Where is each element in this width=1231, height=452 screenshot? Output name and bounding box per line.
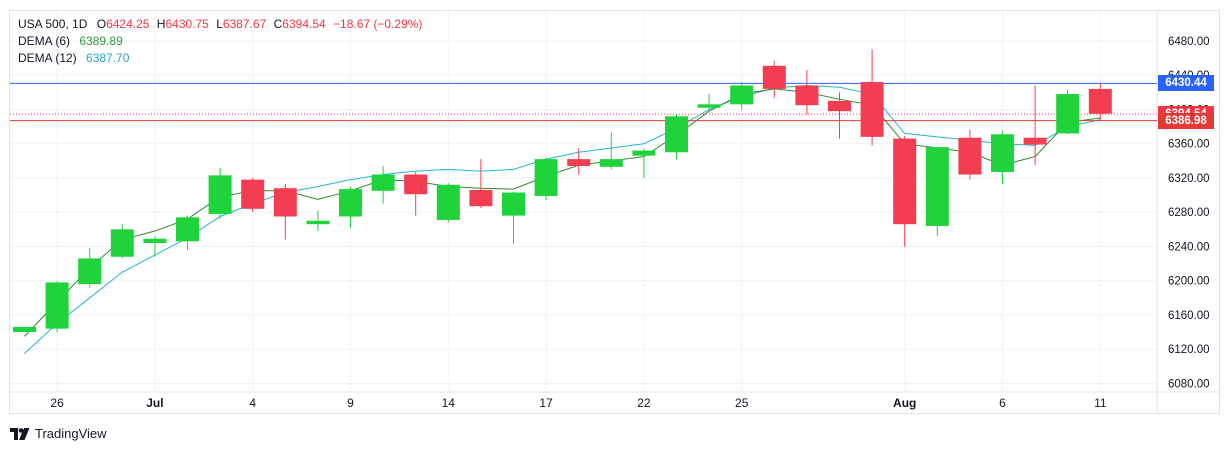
dema12-label: DEMA (12) [18, 51, 77, 65]
y-tick-label: 6320.00 [1168, 173, 1210, 185]
high-label: H [156, 17, 166, 31]
ohlc-row: USA 500, 1D O6424.25 H6430.75 L6387.67 C… [18, 16, 422, 33]
high-value: 6430.75 [165, 17, 209, 31]
candle-up [925, 147, 949, 226]
x-tick-label: 14 [442, 396, 456, 410]
candle-up [306, 220, 330, 225]
open-label: O [96, 17, 107, 31]
y-tick-label: 6360.00 [1168, 139, 1210, 151]
horizontal-lines [10, 82, 1157, 122]
candle-up [339, 189, 362, 217]
candle-up [730, 85, 754, 105]
candle-up [991, 134, 1014, 172]
x-tick-label: 11 [1094, 396, 1107, 410]
candle-down [1088, 88, 1112, 114]
y-tick-label: 6280.00 [1168, 207, 1210, 219]
low-label: L [216, 17, 223, 31]
candle-down [828, 100, 851, 112]
candles [13, 49, 1112, 333]
y-tick-label: 6480.00 [1168, 36, 1210, 48]
candle-up [208, 175, 232, 214]
candle-up [665, 116, 688, 153]
candle-down [958, 137, 982, 175]
candle-up [371, 174, 395, 191]
close-label: C [273, 17, 283, 31]
candle-down [567, 159, 591, 166]
candle-down [241, 179, 265, 209]
dema6-label: DEMA (6) [18, 34, 71, 48]
x-tick-label: 4 [249, 396, 256, 410]
y-tick-label: 6160.00 [1168, 310, 1210, 322]
candle-down [860, 82, 884, 137]
price-tag-blue-line: 6430.44 [1158, 75, 1214, 92]
candle-up [176, 217, 199, 242]
candle-up [436, 184, 460, 220]
x-tick-label: 22 [637, 396, 651, 410]
candle-up [143, 238, 167, 244]
x-tick-label: 17 [539, 396, 553, 410]
indicators [24, 84, 1101, 354]
x-tick-label: 25 [735, 396, 749, 410]
price-tag-red-line: 6386.98 [1158, 112, 1214, 129]
candle-up [45, 282, 69, 329]
candle-up [632, 150, 656, 156]
candle-up [534, 159, 558, 196]
candle-up [13, 326, 36, 333]
y-tick-label: 6080.00 [1168, 378, 1210, 390]
x-tick-label: Jul [146, 396, 163, 410]
candle-down [1023, 137, 1047, 145]
y-tick-label: 6120.00 [1168, 344, 1210, 356]
change-value: −18.67 (−0.29%) [333, 17, 423, 31]
chart-frame [9, 10, 1220, 414]
candle-down [893, 138, 917, 225]
tradingview-logo-icon [10, 427, 30, 440]
symbol-label: USA 500, 1D [18, 17, 88, 31]
candle-down [273, 188, 297, 217]
brand-name: TradingView [35, 426, 107, 441]
candle-down [795, 85, 819, 106]
candle-up [697, 104, 721, 108]
chart-grid [10, 11, 1220, 414]
candle-up [599, 159, 623, 167]
candle-up [502, 192, 525, 216]
candle-down [469, 189, 493, 207]
candle-up [110, 229, 134, 257]
x-tick-label: 26 [50, 396, 64, 410]
x-tick-label: Aug [893, 396, 916, 410]
dema12-value: 6387.70 [86, 51, 130, 65]
x-axis: 26 Jul 4 9 14 17 22 25 Aug 6 11 [50, 396, 1106, 410]
open-value: 6424.25 [106, 17, 150, 31]
chart-legend: USA 500, 1D O6424.25 H6430.75 L6387.67 C… [18, 16, 422, 67]
y-tick-label: 6240.00 [1168, 241, 1210, 253]
close-value: 6394.54 [282, 17, 326, 31]
dema6-row: DEMA (6) 6389.89 [18, 33, 422, 50]
dema6-value: 6389.89 [79, 34, 123, 48]
y-tick-label: 6200.00 [1168, 276, 1210, 288]
candle-up [1056, 94, 1080, 134]
low-value: 6387.67 [222, 17, 267, 31]
dema12-row: DEMA (12) 6387.70 [18, 50, 422, 67]
x-tick-label: 9 [347, 396, 354, 410]
dema6-line [24, 88, 1101, 337]
candle-up [78, 258, 102, 285]
x-tick-label: 6 [999, 396, 1006, 410]
candle-down [404, 174, 428, 195]
dema12-line [24, 84, 1101, 354]
tradingview-brand[interactable]: TradingView [10, 426, 107, 441]
candle-down [762, 65, 786, 89]
